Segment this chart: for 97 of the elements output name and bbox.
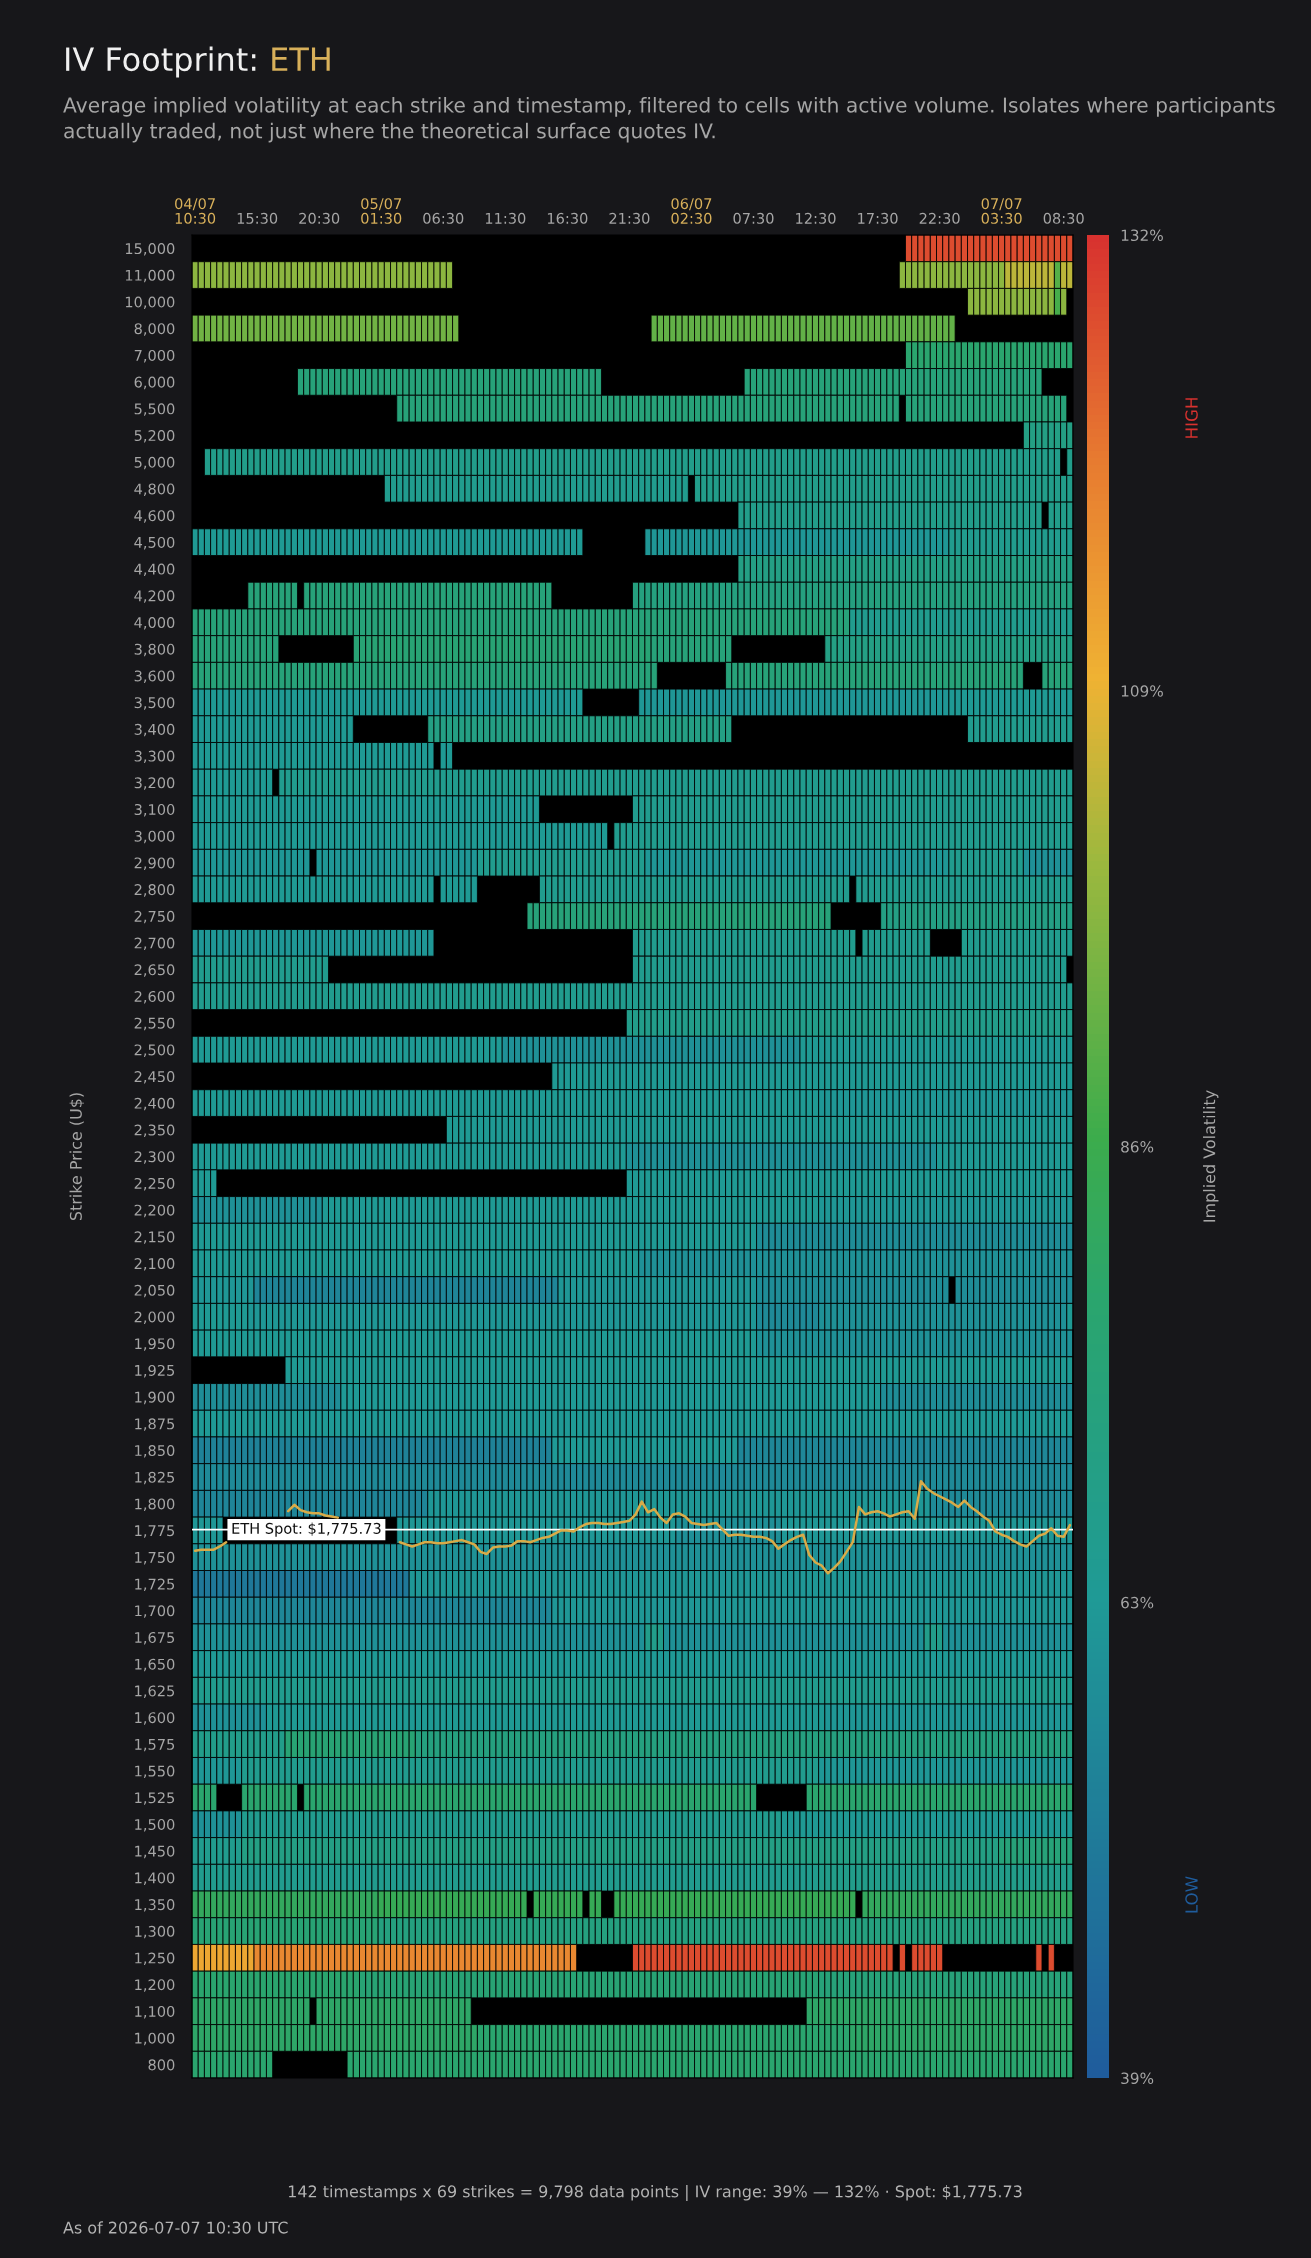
x-tick-label: 20:30: [299, 212, 340, 224]
y-tick-label: 1,000: [135, 2032, 175, 2046]
y-tick-label: 2,900: [134, 857, 175, 870]
x-tick-label: 07/07 03:30: [981, 198, 1022, 224]
text: 142 timestamps x 69 strikes = 9,798 data points | IV range: 39% — 132% · Spot: $1,775.73: [288, 2185, 1022, 2201]
x-tick-label: 16:30: [547, 212, 588, 224]
y-tick-label: 1,825: [135, 1471, 175, 1485]
y-tick-label: 4,200: [134, 590, 175, 603]
y-tick-label: 2,200: [134, 1204, 175, 1218]
y-tick-label: 2,100: [134, 1258, 175, 1271]
x-tick-label: 04/07 10:30: [175, 198, 216, 224]
y-tick-label: 1,100: [135, 2005, 175, 2019]
text: HIGH: [1185, 398, 1198, 438]
color-bar-title: Implied Volatility: [1203, 1090, 1219, 1222]
y-tick-label: 8,000: [134, 323, 175, 336]
y-tick-label: 4,000: [134, 617, 175, 630]
x-tick-label: 05/07 01:30: [361, 198, 402, 224]
y-tick-label: 1,950: [135, 1338, 175, 1351]
y-tick-label: 3,200: [134, 777, 175, 790]
y-tick-label: 1,750: [135, 1551, 175, 1565]
y-tick-label: 1,400: [135, 1872, 175, 1885]
y-tick-label: 2,400: [134, 1097, 175, 1111]
text: As of 2026-07-07 10:30 UTC: [63, 2221, 288, 2234]
y-tick-label: 1,250: [135, 1952, 175, 1966]
color-bar-label: 86%: [1121, 1141, 1154, 1153]
color-bar-label: 63%: [1121, 1596, 1154, 1609]
x-tick-label: 06:30: [423, 212, 464, 224]
color-bar-label: 39%: [1121, 2072, 1154, 2085]
x-tick-label: 07:30: [733, 212, 774, 224]
y-tick-label: 3,600: [134, 670, 175, 683]
y-axis-title: Strike Price (U$): [69, 1093, 85, 1221]
y-tick-label: 1,300: [135, 1925, 175, 1939]
y-tick-label: 1,350: [135, 1899, 175, 1912]
y-tick-label: 1,800: [135, 1498, 175, 1511]
x-tick-label: 22:30: [919, 212, 960, 224]
y-tick-label: 1,600: [135, 1712, 175, 1725]
y-tick-label: 1,450: [135, 1845, 175, 1859]
y-tick-label: 4,500: [134, 536, 175, 550]
y-tick-label: 1,725: [135, 1578, 175, 1592]
text: LOW: [1185, 1876, 1198, 1913]
y-tick-label: 4,600: [134, 510, 175, 523]
color-bar-label: 132%: [1121, 229, 1163, 242]
y-tick-label: 2,500: [134, 1044, 175, 1057]
y-tick-label: 15,000: [125, 243, 175, 256]
x-tick-label: 06/07 02:30: [671, 198, 712, 224]
y-tick-label: 2,550: [134, 1017, 175, 1031]
y-tick-label: 3,100: [134, 803, 175, 817]
x-tick-label: 15:30: [237, 212, 278, 224]
y-tick-label: 1,650: [135, 1658, 175, 1672]
y-tick-label: 3,300: [134, 750, 175, 764]
y-tick-label: 1,525: [135, 1792, 175, 1805]
y-tick-label: 1,550: [135, 1765, 175, 1779]
y-tick-label: 3,800: [134, 643, 175, 657]
y-tick-label: 3,500: [134, 697, 175, 710]
y-tick-label: 1,675: [135, 1632, 175, 1645]
x-tick-label: 21:30: [609, 212, 650, 224]
y-tick-label: 2,700: [134, 937, 175, 951]
y-tick-label: 6,000: [134, 376, 175, 390]
y-tick-label: 1,625: [135, 1685, 175, 1698]
y-tick-label: 2,000: [134, 1311, 175, 1324]
y-tick-label: 10,000: [125, 296, 175, 310]
y-tick-label: 1,500: [135, 1818, 175, 1832]
y-tick-label: 2,050: [134, 1284, 175, 1298]
y-tick-label: 4,400: [134, 563, 175, 577]
x-tick-label: 17:30: [858, 212, 898, 224]
y-tick-label: 2,750: [134, 910, 175, 924]
y-tick-label: 3,000: [134, 830, 175, 844]
y-tick-label: 5,000: [134, 456, 175, 470]
y-tick-label: 5,500: [134, 403, 175, 416]
x-tick-label: 08:30: [1043, 212, 1084, 224]
chart-subtitle: Average implied volatility at each strike and timestamp, filtered to cells with active volume. Isolates where participants actually traded, not just where the theoretical surface quotes IV.: [63, 97, 1275, 143]
y-tick-label: 2,350: [134, 1124, 175, 1138]
y-tick-label: 1,700: [135, 1605, 175, 1618]
chart-title: IV Footprint: ETH: [66, 46, 330, 78]
y-tick-label: 2,800: [134, 884, 175, 897]
x-tick-label: 11:30: [485, 212, 526, 224]
y-tick-label: 1,925: [135, 1364, 175, 1378]
y-tick-label: 2,450: [134, 1071, 175, 1084]
y-tick-label: 2,300: [134, 1151, 175, 1164]
y-tick-label: 1,850: [135, 1445, 175, 1458]
y-tick-label: 4,800: [134, 483, 175, 496]
y-tick-label: 5,200: [134, 430, 175, 443]
y-tick-label: 1,575: [135, 1739, 175, 1752]
y-tick-label: 3,400: [134, 723, 175, 737]
y-tick-label: 2,250: [134, 1177, 175, 1191]
y-tick-label: 7,000: [134, 349, 175, 363]
y-tick-label: 2,150: [134, 1231, 175, 1244]
y-tick-label: 800: [148, 2059, 175, 2071]
y-tick-label: 11,000: [125, 269, 175, 283]
y-tick-label: 1,875: [135, 1418, 175, 1431]
y-tick-label: 2,600: [134, 990, 175, 1004]
y-tick-label: 2,650: [134, 964, 175, 977]
y-tick-label: 1,775: [135, 1525, 175, 1538]
y-tick-label: 1,200: [135, 1979, 175, 1992]
y-tick-label: 1,900: [135, 1391, 175, 1405]
x-tick-label: 12:30: [796, 212, 836, 224]
color-bar-label: 109%: [1121, 685, 1163, 697]
